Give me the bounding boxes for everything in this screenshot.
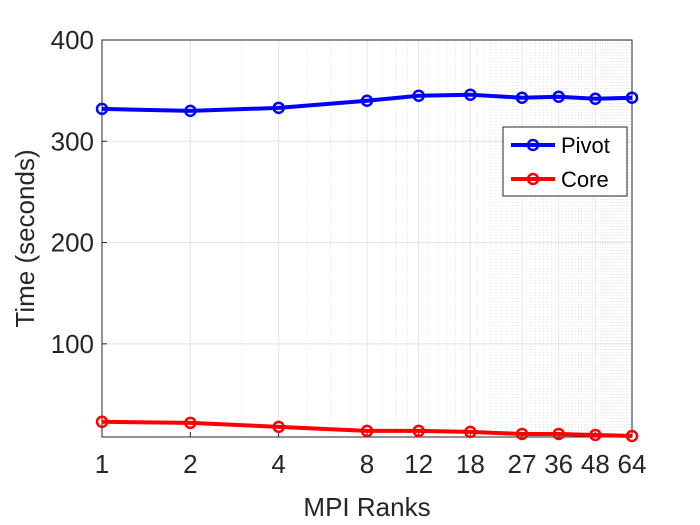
- x-tick-label: 18: [456, 449, 485, 479]
- data-point: [515, 427, 529, 441]
- legend-label-pivot: Pivot: [561, 133, 610, 158]
- data-point: [552, 90, 565, 103]
- data-point: [412, 89, 425, 102]
- data-point: [95, 102, 109, 116]
- series-line: [101, 419, 633, 438]
- data-point: [625, 91, 639, 104]
- data-point: [464, 88, 477, 101]
- data-point: [589, 428, 602, 442]
- x-tick-label: 36: [544, 449, 573, 479]
- y-tick-label: 400: [51, 25, 94, 55]
- data-point: [360, 94, 374, 108]
- x-tick-label: 12: [404, 449, 433, 479]
- legend-marker-core: [526, 172, 540, 186]
- x-tick-label: 48: [581, 449, 610, 479]
- legend: Pivot Core: [502, 126, 628, 197]
- x-tick-label: 8: [360, 449, 374, 479]
- legend-box: [502, 126, 628, 197]
- data-point: [552, 427, 565, 441]
- x-tick-label: 2: [183, 449, 197, 479]
- data-series: [95, 88, 639, 443]
- series-line: [101, 92, 633, 113]
- y-tick-label: 200: [51, 228, 94, 258]
- x-tick-label: 64: [618, 449, 647, 479]
- data-point: [515, 91, 529, 104]
- series-core: [95, 415, 639, 443]
- x-tick-label: 4: [271, 449, 285, 479]
- legend-label-core: Core: [561, 167, 609, 192]
- data-point: [184, 104, 197, 118]
- series-pivot: [95, 88, 639, 118]
- y-tick-label: 100: [51, 329, 94, 359]
- x-tick-label: 1: [95, 449, 109, 479]
- data-point: [464, 425, 477, 439]
- data-point: [589, 92, 602, 105]
- legend-marker-pivot: [526, 138, 540, 152]
- x-axis-title: MPI Ranks: [303, 492, 430, 522]
- data-point: [625, 429, 639, 443]
- y-tick-label: 300: [51, 126, 94, 156]
- y-axis-title: Time (seconds): [10, 149, 40, 327]
- data-point: [272, 101, 285, 115]
- data-point: [184, 416, 197, 430]
- data-point: [360, 424, 374, 438]
- grid-lines: [101, 39, 633, 437]
- data-point: [272, 420, 285, 434]
- data-point: [95, 415, 109, 429]
- x-tick-label: 27: [508, 449, 537, 479]
- data-point: [412, 424, 425, 438]
